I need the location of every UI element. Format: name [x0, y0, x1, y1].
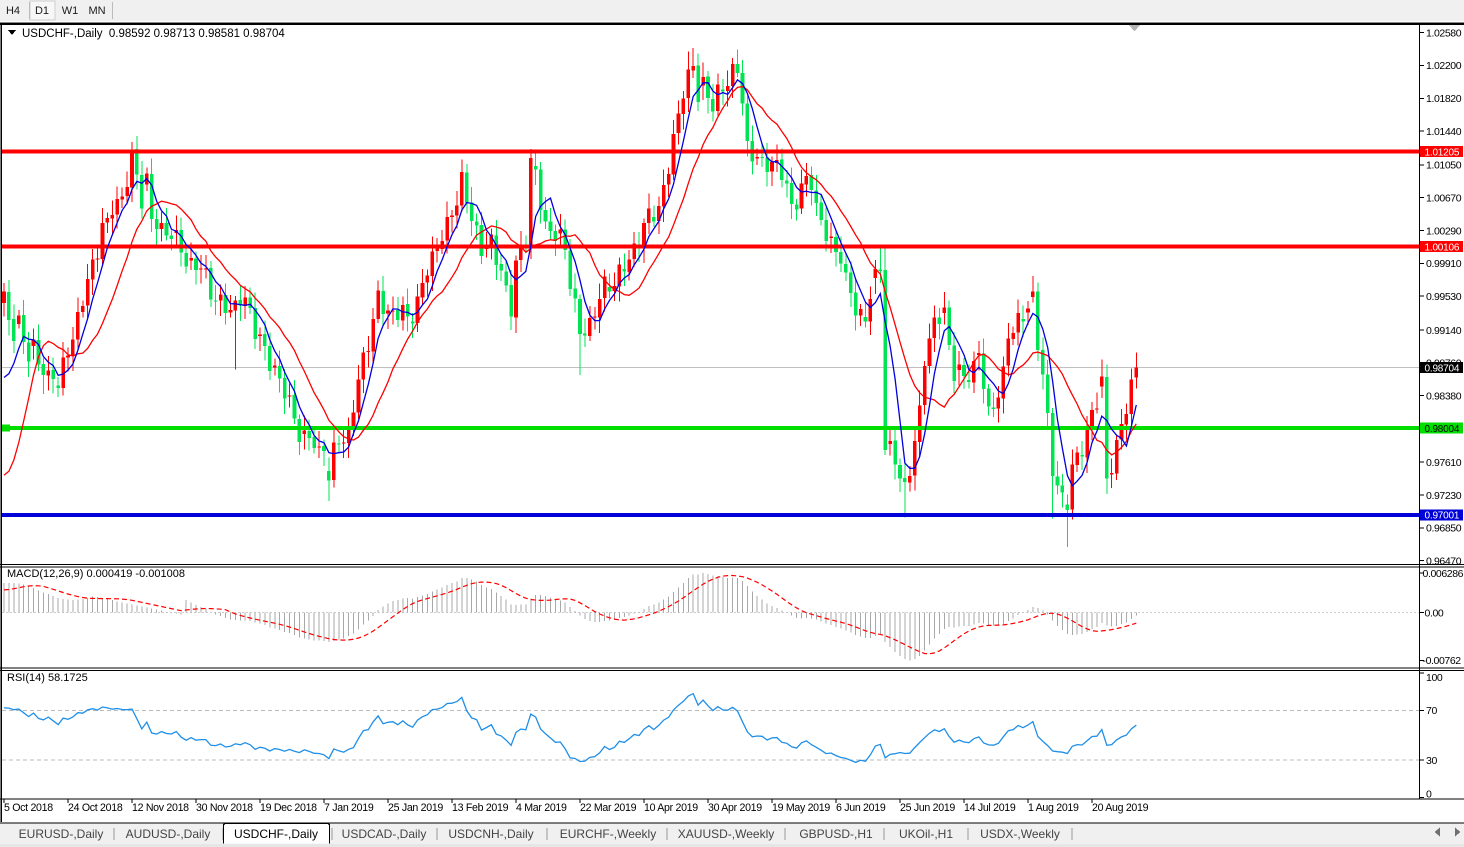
- svg-text:30 Apr 2019: 30 Apr 2019: [708, 802, 762, 814]
- svg-text:USDCHF-,Daily: USDCHF-,Daily: [234, 827, 318, 841]
- svg-text:14 Jul 2019: 14 Jul 2019: [964, 802, 1016, 814]
- svg-text:0.99910: 0.99910: [1426, 258, 1462, 270]
- svg-text:D1: D1: [35, 5, 49, 17]
- svg-text:30: 30: [1426, 755, 1437, 767]
- svg-text:24 Oct 2018: 24 Oct 2018: [68, 802, 123, 814]
- svg-text:H4: H4: [6, 5, 20, 17]
- svg-text:10 Apr 2019: 10 Apr 2019: [644, 802, 698, 814]
- svg-text:0.98380: 0.98380: [1426, 390, 1462, 402]
- svg-text:0.006286: 0.006286: [1423, 568, 1464, 580]
- svg-text:0.97610: 0.97610: [1426, 457, 1462, 469]
- svg-text:0.99140: 0.99140: [1426, 325, 1462, 337]
- svg-text:AUDUSD-,Daily: AUDUSD-,Daily: [126, 827, 211, 841]
- svg-text:20 Aug 2019: 20 Aug 2019: [1092, 802, 1149, 814]
- svg-text:1.01440: 1.01440: [1426, 126, 1462, 138]
- svg-text:1 Aug 2019: 1 Aug 2019: [1028, 802, 1079, 814]
- svg-text:MN: MN: [88, 5, 105, 17]
- svg-text:6 Jun 2019: 6 Jun 2019: [836, 802, 886, 814]
- svg-text:0.97001: 0.97001: [1425, 511, 1460, 522]
- svg-text:-0.00762: -0.00762: [1423, 655, 1462, 667]
- svg-text:100: 100: [1426, 672, 1443, 684]
- svg-text:USDCNH-,Daily: USDCNH-,Daily: [448, 827, 533, 841]
- svg-text:5 Oct 2018: 5 Oct 2018: [4, 802, 53, 814]
- svg-text:1.00290: 1.00290: [1426, 225, 1462, 237]
- svg-text:W1: W1: [62, 5, 79, 17]
- svg-text:0.98704: 0.98704: [1425, 363, 1460, 374]
- svg-text:USDCAD-,Daily: USDCAD-,Daily: [342, 827, 427, 841]
- svg-text:19 Dec 2018: 19 Dec 2018: [260, 802, 317, 814]
- svg-text:1.02580: 1.02580: [1426, 27, 1462, 39]
- svg-text:25 Jan 2019: 25 Jan 2019: [388, 802, 443, 814]
- svg-text:4 Mar 2019: 4 Mar 2019: [516, 802, 567, 814]
- svg-text:25 Jun 2019: 25 Jun 2019: [900, 802, 955, 814]
- svg-text:EURUSD-,Daily: EURUSD-,Daily: [19, 827, 104, 841]
- svg-text:7 Jan 2019: 7 Jan 2019: [324, 802, 374, 814]
- svg-text:70: 70: [1426, 705, 1437, 717]
- svg-text:0.99530: 0.99530: [1426, 291, 1462, 303]
- svg-text:EURCHF-,Weekly: EURCHF-,Weekly: [560, 827, 656, 841]
- svg-text:1.01050: 1.01050: [1426, 160, 1462, 172]
- svg-text:1.00106: 1.00106: [1425, 242, 1460, 253]
- svg-text:19 May 2019: 19 May 2019: [772, 802, 830, 814]
- svg-text:1.01205: 1.01205: [1425, 147, 1460, 158]
- svg-text:1.02200: 1.02200: [1426, 60, 1462, 72]
- svg-text:0.96850: 0.96850: [1426, 523, 1462, 535]
- svg-text:GBPUSD-,H1: GBPUSD-,H1: [799, 827, 873, 841]
- svg-text:MACD(12,26,9) 0.000419 -0.0010: MACD(12,26,9) 0.000419 -0.001008: [7, 568, 185, 580]
- svg-text:UKOil-,H1: UKOil-,H1: [899, 827, 953, 841]
- svg-text:USDX-,Weekly: USDX-,Weekly: [980, 827, 1060, 841]
- svg-text:12 Nov 2018: 12 Nov 2018: [132, 802, 189, 814]
- svg-text:0.96470: 0.96470: [1426, 556, 1462, 568]
- svg-text:30 Nov 2018: 30 Nov 2018: [196, 802, 253, 814]
- svg-text:USDCHF-,Daily 0.98592 0.98713: USDCHF-,Daily 0.98592 0.98713 0.98581 0.…: [22, 28, 285, 40]
- svg-text:22 Mar 2019: 22 Mar 2019: [580, 802, 637, 814]
- svg-text:1.00670: 1.00670: [1426, 193, 1462, 205]
- svg-text:1.01820: 1.01820: [1426, 93, 1462, 105]
- svg-text:0.98004: 0.98004: [1425, 424, 1460, 435]
- svg-text:13 Feb 2019: 13 Feb 2019: [452, 802, 509, 814]
- svg-text:0: 0: [1426, 788, 1432, 800]
- svg-text:0.00: 0.00: [1425, 607, 1444, 619]
- svg-text:RSI(14) 58.1725: RSI(14) 58.1725: [7, 672, 88, 684]
- svg-text:XAUUSD-,Weekly: XAUUSD-,Weekly: [678, 827, 774, 841]
- svg-text:0.97230: 0.97230: [1426, 490, 1462, 502]
